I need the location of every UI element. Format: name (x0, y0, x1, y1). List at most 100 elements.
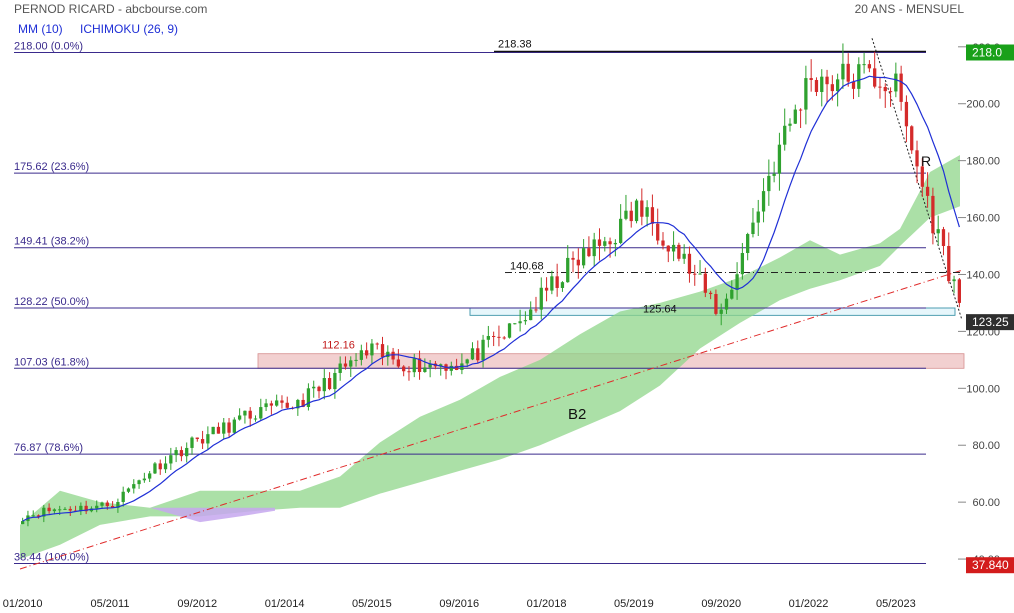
candle-body-175 (947, 245, 951, 282)
fib-label-3: 128.22 (50.0%) (14, 296, 89, 308)
badge-max-bg (966, 44, 1014, 61)
candle-body-9 (68, 508, 72, 511)
candle-body-151 (820, 76, 824, 92)
x-tick-label-1: 05/2011 (90, 598, 129, 610)
candle-body-15 (100, 502, 104, 506)
candle-body-53 (301, 399, 305, 407)
candle-body-121 (661, 240, 665, 246)
x-tick-label-4: 05/2015 (352, 598, 392, 610)
candle-body-56 (317, 386, 321, 392)
resistance-trendline (871, 38, 963, 321)
fib-label-5: 76.87 (78.6%) (14, 442, 83, 454)
candle-body-153 (830, 84, 834, 92)
candle-body-148 (804, 78, 808, 110)
candle-body-124 (677, 244, 681, 259)
candle-body-70 (391, 351, 395, 360)
candle-body-71 (396, 359, 401, 367)
candle-body-90 (497, 336, 501, 338)
candle-body-6 (52, 509, 57, 512)
candle-body-31 (185, 447, 189, 457)
candle-body-38 (222, 422, 226, 434)
candle-body-154 (835, 79, 840, 92)
candle-body-62 (349, 360, 353, 367)
candle-body-8 (63, 508, 67, 510)
candle-body-119 (650, 207, 655, 224)
candle-body-96 (529, 309, 533, 321)
candle-body-60 (338, 363, 342, 373)
candle-body-44 (253, 418, 258, 420)
y-tick-label-5: 140.00 (966, 269, 1000, 281)
candle-body-100 (550, 276, 554, 291)
candle-body-136 (740, 253, 745, 275)
candle-body-84 (465, 359, 469, 364)
badge-current-bg (966, 314, 1014, 331)
candle-body-126 (687, 253, 692, 274)
candle-body-49 (280, 400, 284, 403)
candle-body-138 (751, 222, 755, 235)
badge-min: 37.840 (972, 558, 1009, 572)
candle-body-21 (132, 484, 136, 489)
candle-body-82 (454, 365, 459, 370)
level-label-2: 125.64 (643, 303, 677, 315)
candle-body-25 (153, 463, 157, 474)
fib-label-0: 218.00 (0.0%) (14, 41, 83, 53)
legend-ma: MM (10) (18, 22, 63, 36)
candle-body-68 (380, 344, 385, 358)
candle-body-35 (206, 434, 210, 444)
candle-body-37 (216, 426, 221, 434)
candle-body-171 (925, 186, 930, 196)
candle-body-177 (957, 279, 961, 303)
candle-body-137 (746, 234, 750, 254)
annotation-r: R (921, 153, 931, 169)
candle-body-143 (777, 144, 782, 174)
candle-body-167 (904, 101, 909, 127)
fib-label-1: 175.62 (23.6%) (14, 161, 89, 173)
candle-body-79 (439, 364, 443, 367)
y-tick-label-1: 60.00 (972, 497, 1000, 509)
candle-body-102 (560, 282, 565, 288)
candle-body-98 (539, 287, 543, 310)
candle-body-164 (888, 91, 893, 93)
candle-body-108 (592, 239, 596, 257)
candle-body-134 (730, 289, 734, 299)
candle-body-114 (624, 210, 628, 219)
candle-body-163 (883, 86, 887, 92)
candle-body-59 (333, 372, 337, 390)
candle-body-57 (322, 378, 326, 392)
candle-body-52 (296, 399, 300, 409)
candle-body-94 (518, 321, 522, 324)
candle-body-123 (671, 244, 676, 252)
candle-body-168 (910, 126, 914, 151)
candle-body-93 (513, 323, 517, 325)
candle-body-28 (169, 455, 173, 464)
candle-body-99 (544, 287, 549, 291)
candle-body-61 (343, 363, 348, 367)
x-tick-label-7: 05/2019 (614, 598, 654, 610)
candle-body-40 (232, 419, 236, 433)
candle-body-150 (814, 79, 819, 92)
candle-body-72 (402, 366, 406, 372)
annotation-b2: B2 (568, 406, 586, 423)
candle-body-74 (412, 358, 416, 373)
candle-body-91 (502, 337, 506, 339)
candle-body-156 (846, 63, 850, 82)
candle-body-104 (571, 257, 575, 260)
candle-body-58 (327, 378, 332, 390)
level-label-3: 112.16 (322, 340, 355, 352)
legend-ichimoku: ICHIMOKU (26, 9) (80, 22, 178, 36)
y-tick-label-2: 80.00 (972, 440, 1000, 452)
candle-body-55 (312, 386, 316, 389)
candle-body-85 (470, 348, 475, 360)
x-tick-label-6: 01/2018 (527, 598, 567, 610)
candle-body-107 (587, 248, 591, 257)
candle-body-7 (58, 509, 62, 511)
candle-body-11 (79, 505, 83, 511)
candle-body-112 (613, 242, 618, 245)
candle-body-26 (158, 463, 162, 470)
fib-label-4: 107.03 (61.8%) (14, 356, 89, 368)
x-tick-label-0: 01/2010 (3, 598, 43, 610)
candle-body-64 (359, 350, 363, 360)
candle-body-92 (507, 323, 512, 338)
candle-body-63 (354, 359, 358, 361)
